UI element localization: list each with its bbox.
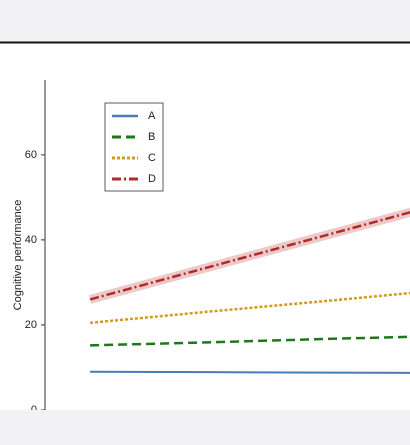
series-line (89, 211, 410, 301)
y-tick-label: 20 (25, 319, 37, 331)
series-line (90, 370, 410, 374)
legend-label: A (148, 110, 156, 122)
top-band (0, 0, 410, 42)
legend-label: B (148, 131, 155, 143)
legend-label: C (148, 152, 156, 164)
bottom-band (0, 410, 410, 445)
lines (88, 207, 410, 374)
legend-box (104, 102, 164, 192)
legend-label: D (148, 173, 156, 185)
y-axis-label: Cognitive performance (12, 200, 24, 311)
y-tick-label: 60 (25, 149, 37, 161)
y-tick-label: 40 (25, 234, 37, 246)
y-tick-label: 0 (31, 404, 37, 416)
series-line (89, 291, 410, 325)
confidence-band (88, 207, 410, 304)
series-line (90, 335, 410, 347)
